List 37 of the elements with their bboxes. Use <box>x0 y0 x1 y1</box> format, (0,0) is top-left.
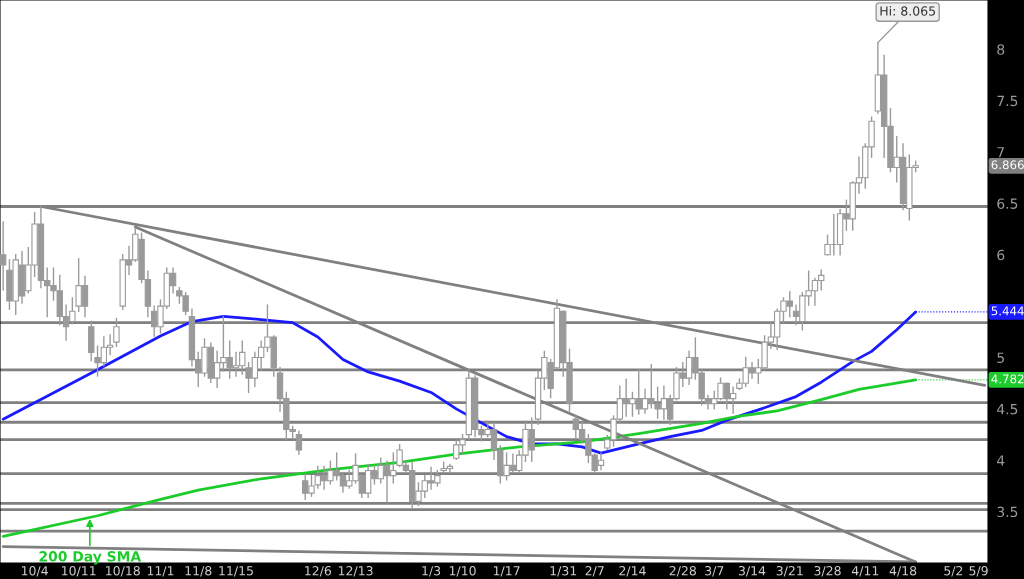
x-tick-label: 3/7 <box>705 566 724 577</box>
y-tick-label: 8 <box>997 44 1005 55</box>
x-tick-label: 1/17 <box>493 566 520 577</box>
x-tick-label: 5/2 <box>944 566 963 577</box>
x-tick-label: 12/13 <box>338 566 373 577</box>
x-tick-label: 1/10 <box>449 566 476 577</box>
x-tick-label: 1/31 <box>550 566 577 577</box>
y-tick-label: 6.5 <box>997 198 1018 209</box>
x-tick-label: 3/21 <box>776 566 803 577</box>
y-tick-label: 4 <box>997 455 1005 466</box>
x-tick-label: 2/7 <box>585 566 604 577</box>
data-label: 5.444 <box>991 306 1024 316</box>
legend-label: 200 Day SMA <box>39 551 142 565</box>
x-tick-label: 10/11 <box>62 566 96 577</box>
x-tick-label: 2/14 <box>619 566 646 577</box>
text: 6.866 <box>991 160 1024 170</box>
y-tick-label: 6 <box>997 249 1005 261</box>
x-tick-label: 11/8 <box>185 566 212 577</box>
x-tick-label: 11/1 <box>147 566 174 577</box>
y-tick-label: 3.5 <box>997 506 1018 518</box>
y-tick-label: 5 <box>997 352 1004 363</box>
y-tick-label: 7 <box>997 147 1004 158</box>
x-tick-label: 5/9 <box>969 566 988 577</box>
text: Hi: 8.065 <box>880 6 936 16</box>
x-tick-label: 2/28 <box>669 566 696 577</box>
x-tick-label: 12/6 <box>305 566 332 577</box>
x-tick-label: 3/14 <box>738 566 766 577</box>
x-tick-label: 10/4 <box>21 566 48 577</box>
x-tick-label: 10/18 <box>106 566 140 577</box>
x-tick-label: 1/3 <box>422 566 441 577</box>
x-tick-label: 4/11 <box>851 566 879 577</box>
x-tick-label: 4/18 <box>889 566 917 577</box>
data-label: 4.782 <box>991 374 1024 384</box>
x-tick-label: 11/15 <box>219 566 253 577</box>
x-tick-label: 3/28 <box>814 566 841 577</box>
y-tick-label: 7.5 <box>997 95 1018 107</box>
y-tick-label: 4.5 <box>997 404 1018 415</box>
